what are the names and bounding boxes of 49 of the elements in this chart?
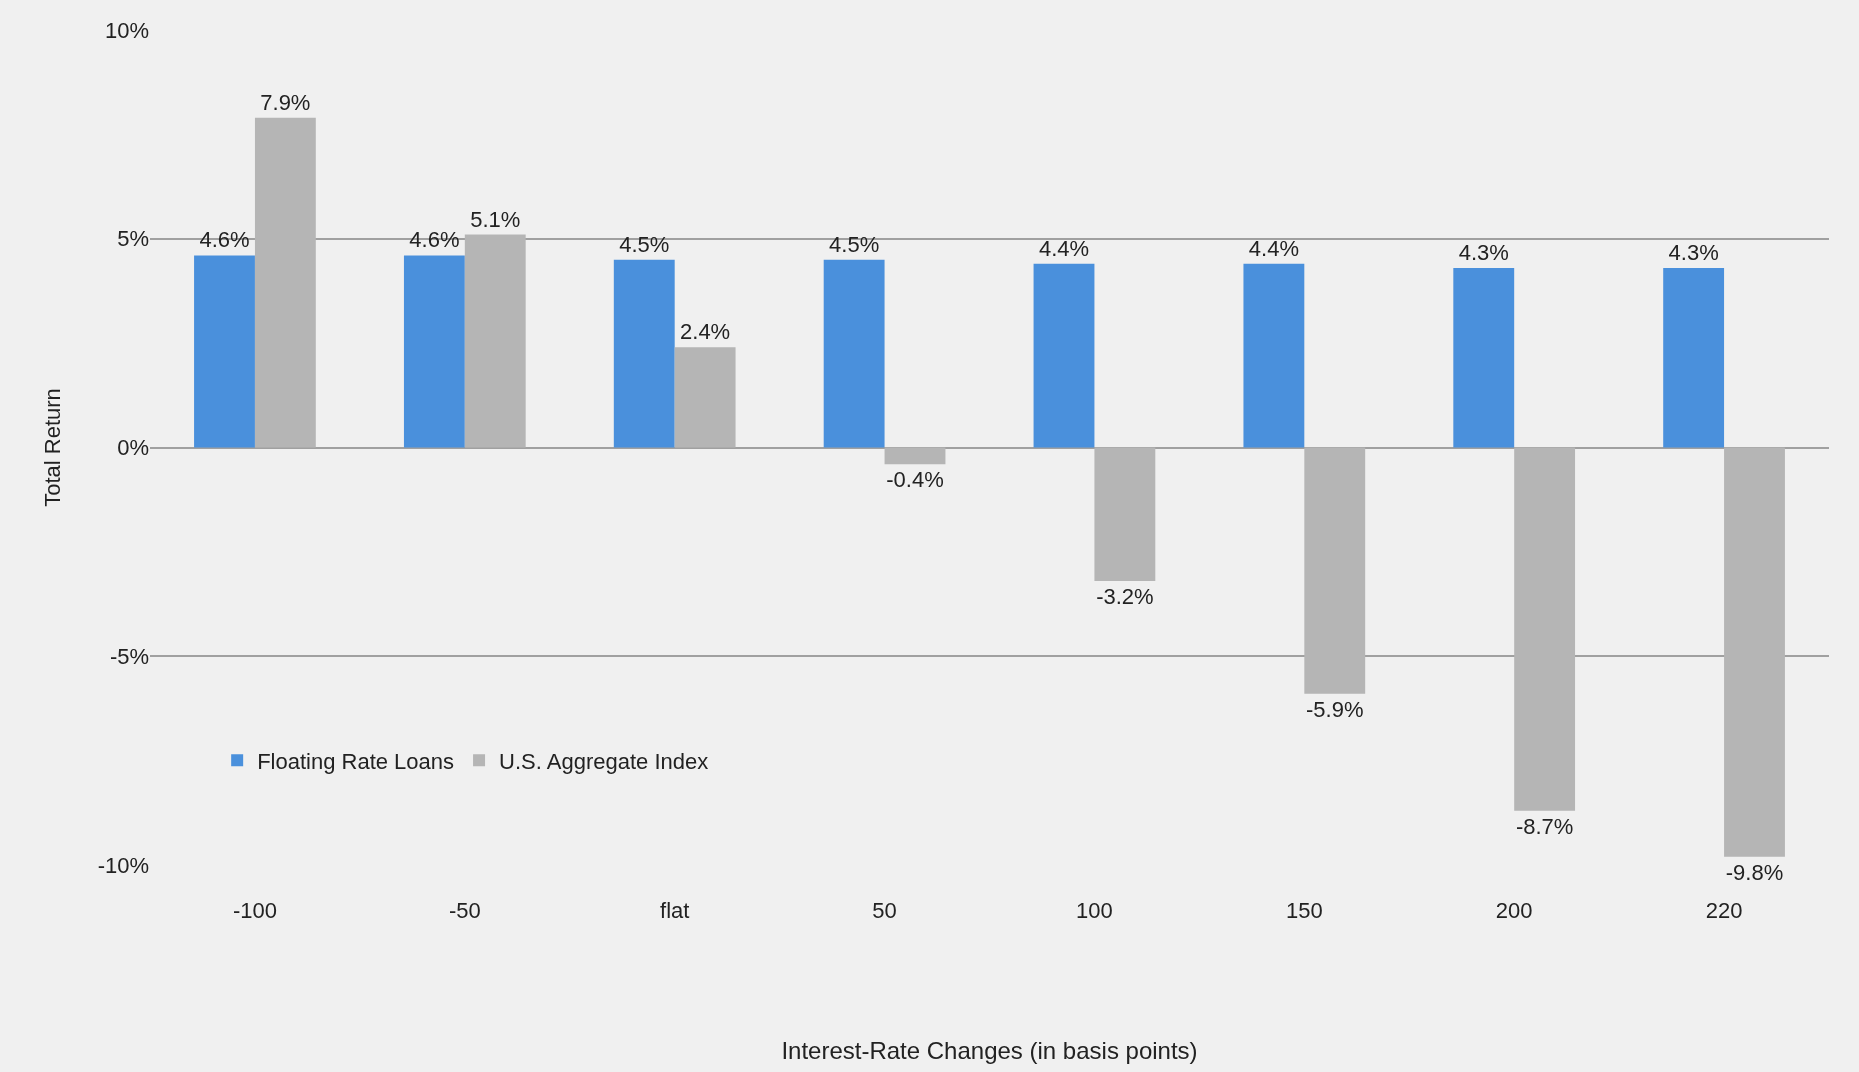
bar [464, 234, 526, 448]
data-label: 4.5% [829, 231, 880, 257]
data-label: 4.6% [409, 227, 460, 253]
x-tick-label: 50 [872, 898, 897, 923]
data-label: 7.9% [260, 89, 311, 115]
data-label: 2.4% [680, 319, 731, 345]
bar [1514, 447, 1576, 811]
bar [1243, 263, 1305, 448]
data-label: 4.3% [1668, 239, 1719, 265]
legend-label: U.S. Aggregate Index [499, 748, 709, 774]
bar [403, 255, 465, 448]
data-label: 5.1% [470, 206, 521, 232]
x-axis-title: Interest-Rate Changes (in basis points) [781, 1037, 1198, 1065]
bar [823, 259, 885, 448]
bar [674, 347, 736, 448]
x-tick-label: 200 [1495, 898, 1533, 923]
bar [1033, 263, 1095, 448]
x-tick-label: flat [660, 898, 690, 923]
data-label: -5.9% [1306, 696, 1364, 722]
bar [1663, 267, 1725, 448]
data-label: -9.8% [1725, 859, 1784, 885]
bar [1304, 447, 1366, 694]
y-tick-label: -10% [97, 852, 149, 878]
data-label: -8.7% [1515, 813, 1574, 839]
bar [1453, 267, 1515, 448]
data-label: 4.4% [1248, 235, 1299, 261]
bar [613, 259, 675, 448]
bar [884, 447, 946, 465]
x-tick-label: 220 [1705, 898, 1743, 923]
x-tick-label: 100 [1076, 898, 1113, 923]
y-tick-label: -5% [109, 643, 149, 669]
bar [1724, 447, 1785, 857]
bar [1094, 447, 1156, 582]
data-label: 4.6% [199, 227, 250, 253]
x-tick-label: -50 [448, 898, 481, 923]
data-label: 4.5% [619, 231, 670, 257]
x-tick-label: 150 [1285, 898, 1323, 923]
data-label: 4.4% [1038, 235, 1090, 261]
bar [254, 117, 316, 448]
data-label: -3.2% [1096, 584, 1154, 610]
y-axis-title: Total Return [40, 388, 66, 507]
y-tick-label: 5% [117, 226, 149, 252]
x-tick-label: -100 [232, 898, 277, 923]
data-label: 4.3% [1458, 239, 1509, 265]
data-label: -0.4% [886, 467, 944, 493]
legend-label: Floating Rate Loans [257, 748, 455, 774]
y-tick-label: 0% [117, 435, 149, 461]
y-tick-label: 10% [104, 17, 149, 43]
bar [194, 255, 255, 448]
